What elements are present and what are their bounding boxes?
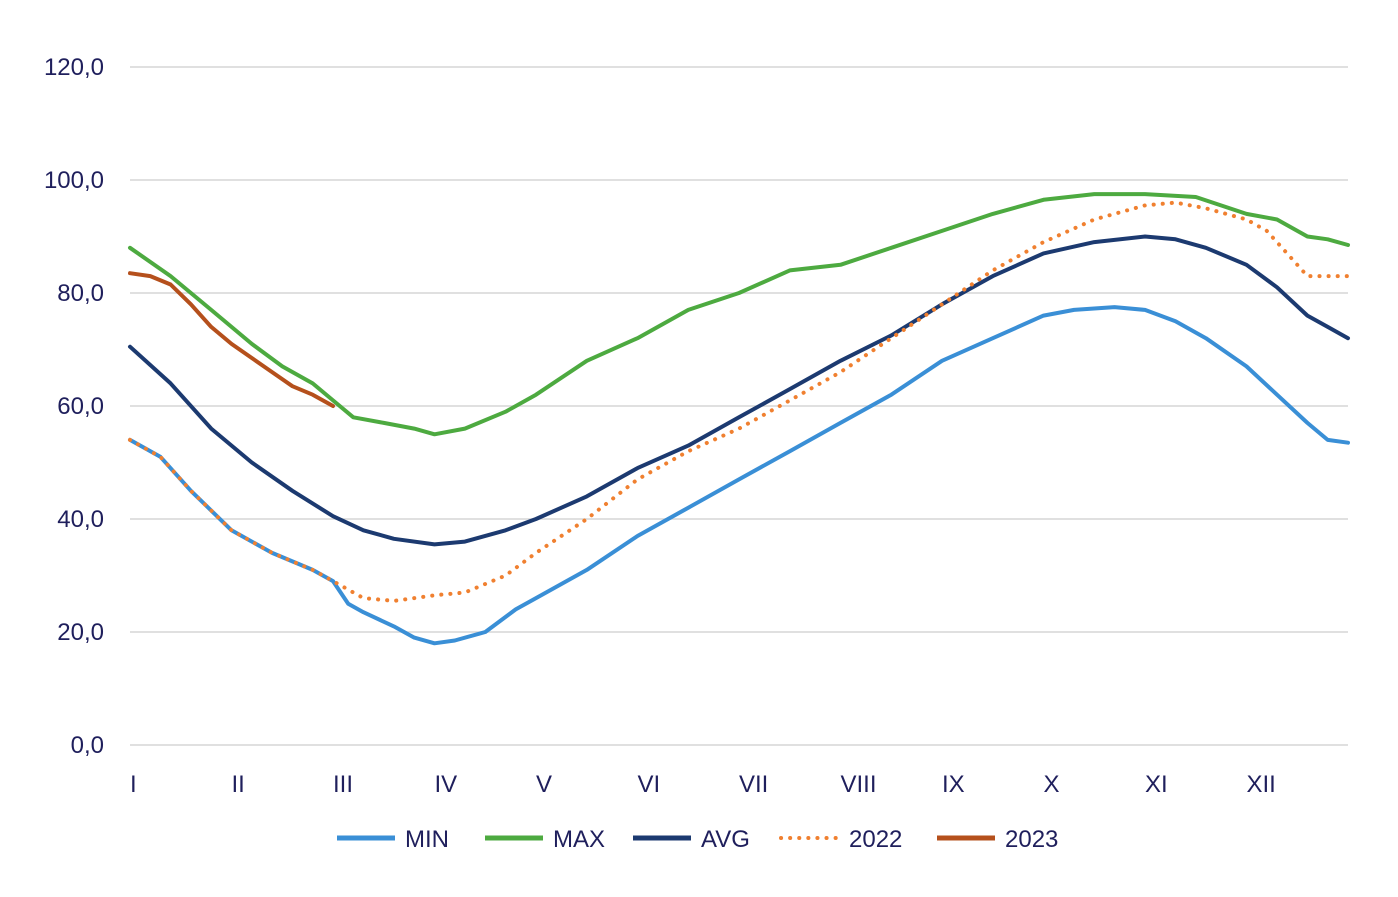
legend-item-avg: AVG [633, 826, 750, 853]
y-axis-ticks: 0,0 20,0 40,0 60,0 80,0 100,0 120,0 [44, 54, 104, 759]
legend-item-min: MIN [337, 826, 449, 853]
legend-item-2022: 2022 [779, 826, 902, 853]
y-tick-label: 40,0 [57, 506, 104, 533]
y-tick-label: 80,0 [57, 280, 104, 307]
legend-label: 2023 [1005, 826, 1058, 853]
x-tick-label: IX [942, 771, 965, 798]
legend-label: AVG [701, 826, 750, 853]
legend-label: MAX [553, 826, 605, 853]
x-tick-label: III [333, 771, 353, 798]
series-line-min [128, 305, 1350, 646]
series-line-max [128, 192, 1350, 437]
y-tick-label: 20,0 [57, 619, 104, 646]
y-tick-label: 0,0 [71, 732, 104, 759]
legend: MIN MAX AVG 2022 2023 [337, 826, 1058, 853]
x-tick-label: II [232, 771, 245, 798]
y-tick-label: 100,0 [44, 167, 104, 194]
x-tick-label: IV [435, 771, 458, 798]
x-tick-label: XII [1247, 771, 1276, 798]
x-axis-ticks: I II III IV V VI VII VIII IX X XI XII [130, 771, 1276, 798]
series-line-2023 [128, 271, 335, 408]
x-tick-label: I [130, 771, 137, 798]
legend-item-max: MAX [485, 826, 605, 853]
x-tick-label: X [1044, 771, 1060, 798]
x-tick-label: XI [1145, 771, 1168, 798]
x-tick-label: VI [638, 771, 661, 798]
gridlines [130, 66, 1348, 746]
series-line-2022 [128, 200, 1350, 603]
y-tick-label: 60,0 [57, 393, 104, 420]
x-tick-label: VII [739, 771, 768, 798]
y-tick-label: 120,0 [44, 54, 104, 81]
legend-label: 2022 [849, 826, 902, 853]
x-tick-label: VIII [841, 771, 877, 798]
series-line-avg [128, 234, 1350, 547]
series-lines [128, 192, 1350, 646]
legend-label: MIN [405, 826, 449, 853]
x-tick-label: V [536, 771, 552, 798]
legend-item-2023: 2023 [937, 826, 1058, 853]
